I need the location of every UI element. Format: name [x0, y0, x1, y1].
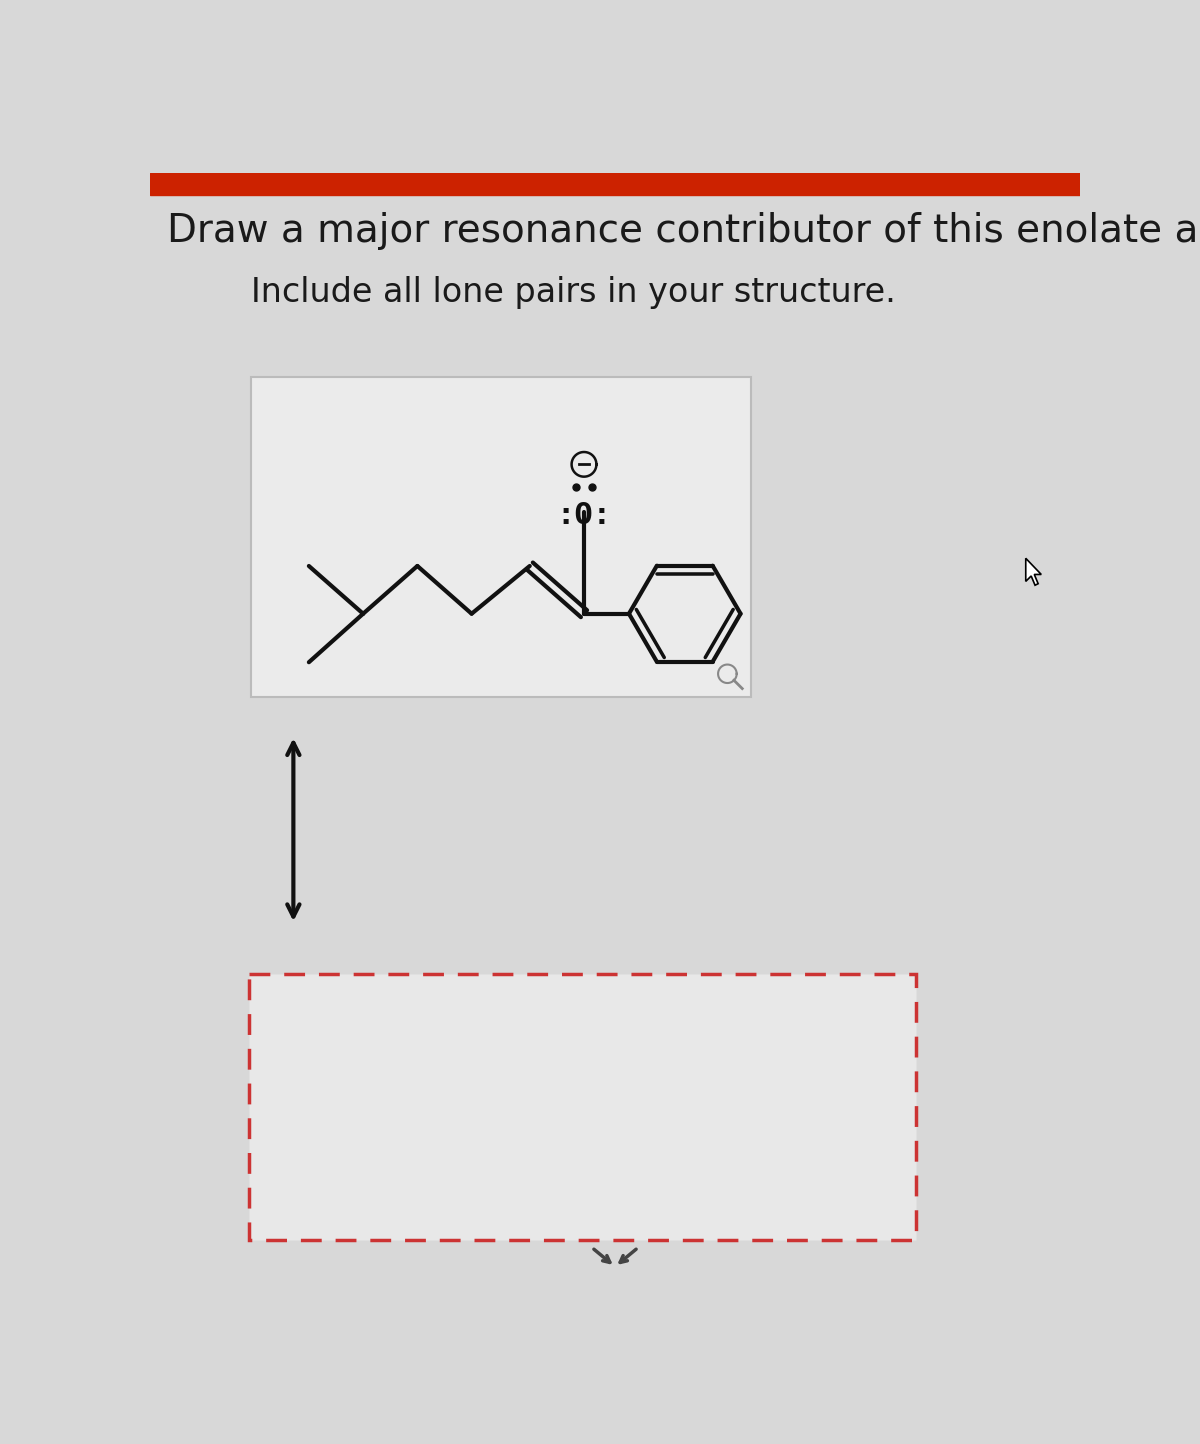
Bar	[251, 377, 751, 697]
Text: Include all lone pairs in your structure.: Include all lone pairs in your structure…	[251, 276, 895, 309]
Polygon shape	[1026, 559, 1042, 585]
Text: :O:: :O:	[557, 501, 612, 530]
Text: Draw a major resonance contributor of this enolate anion.: Draw a major resonance contributor of th…	[167, 212, 1200, 250]
Bar	[250, 975, 916, 1240]
Bar	[150, 173, 1080, 195]
